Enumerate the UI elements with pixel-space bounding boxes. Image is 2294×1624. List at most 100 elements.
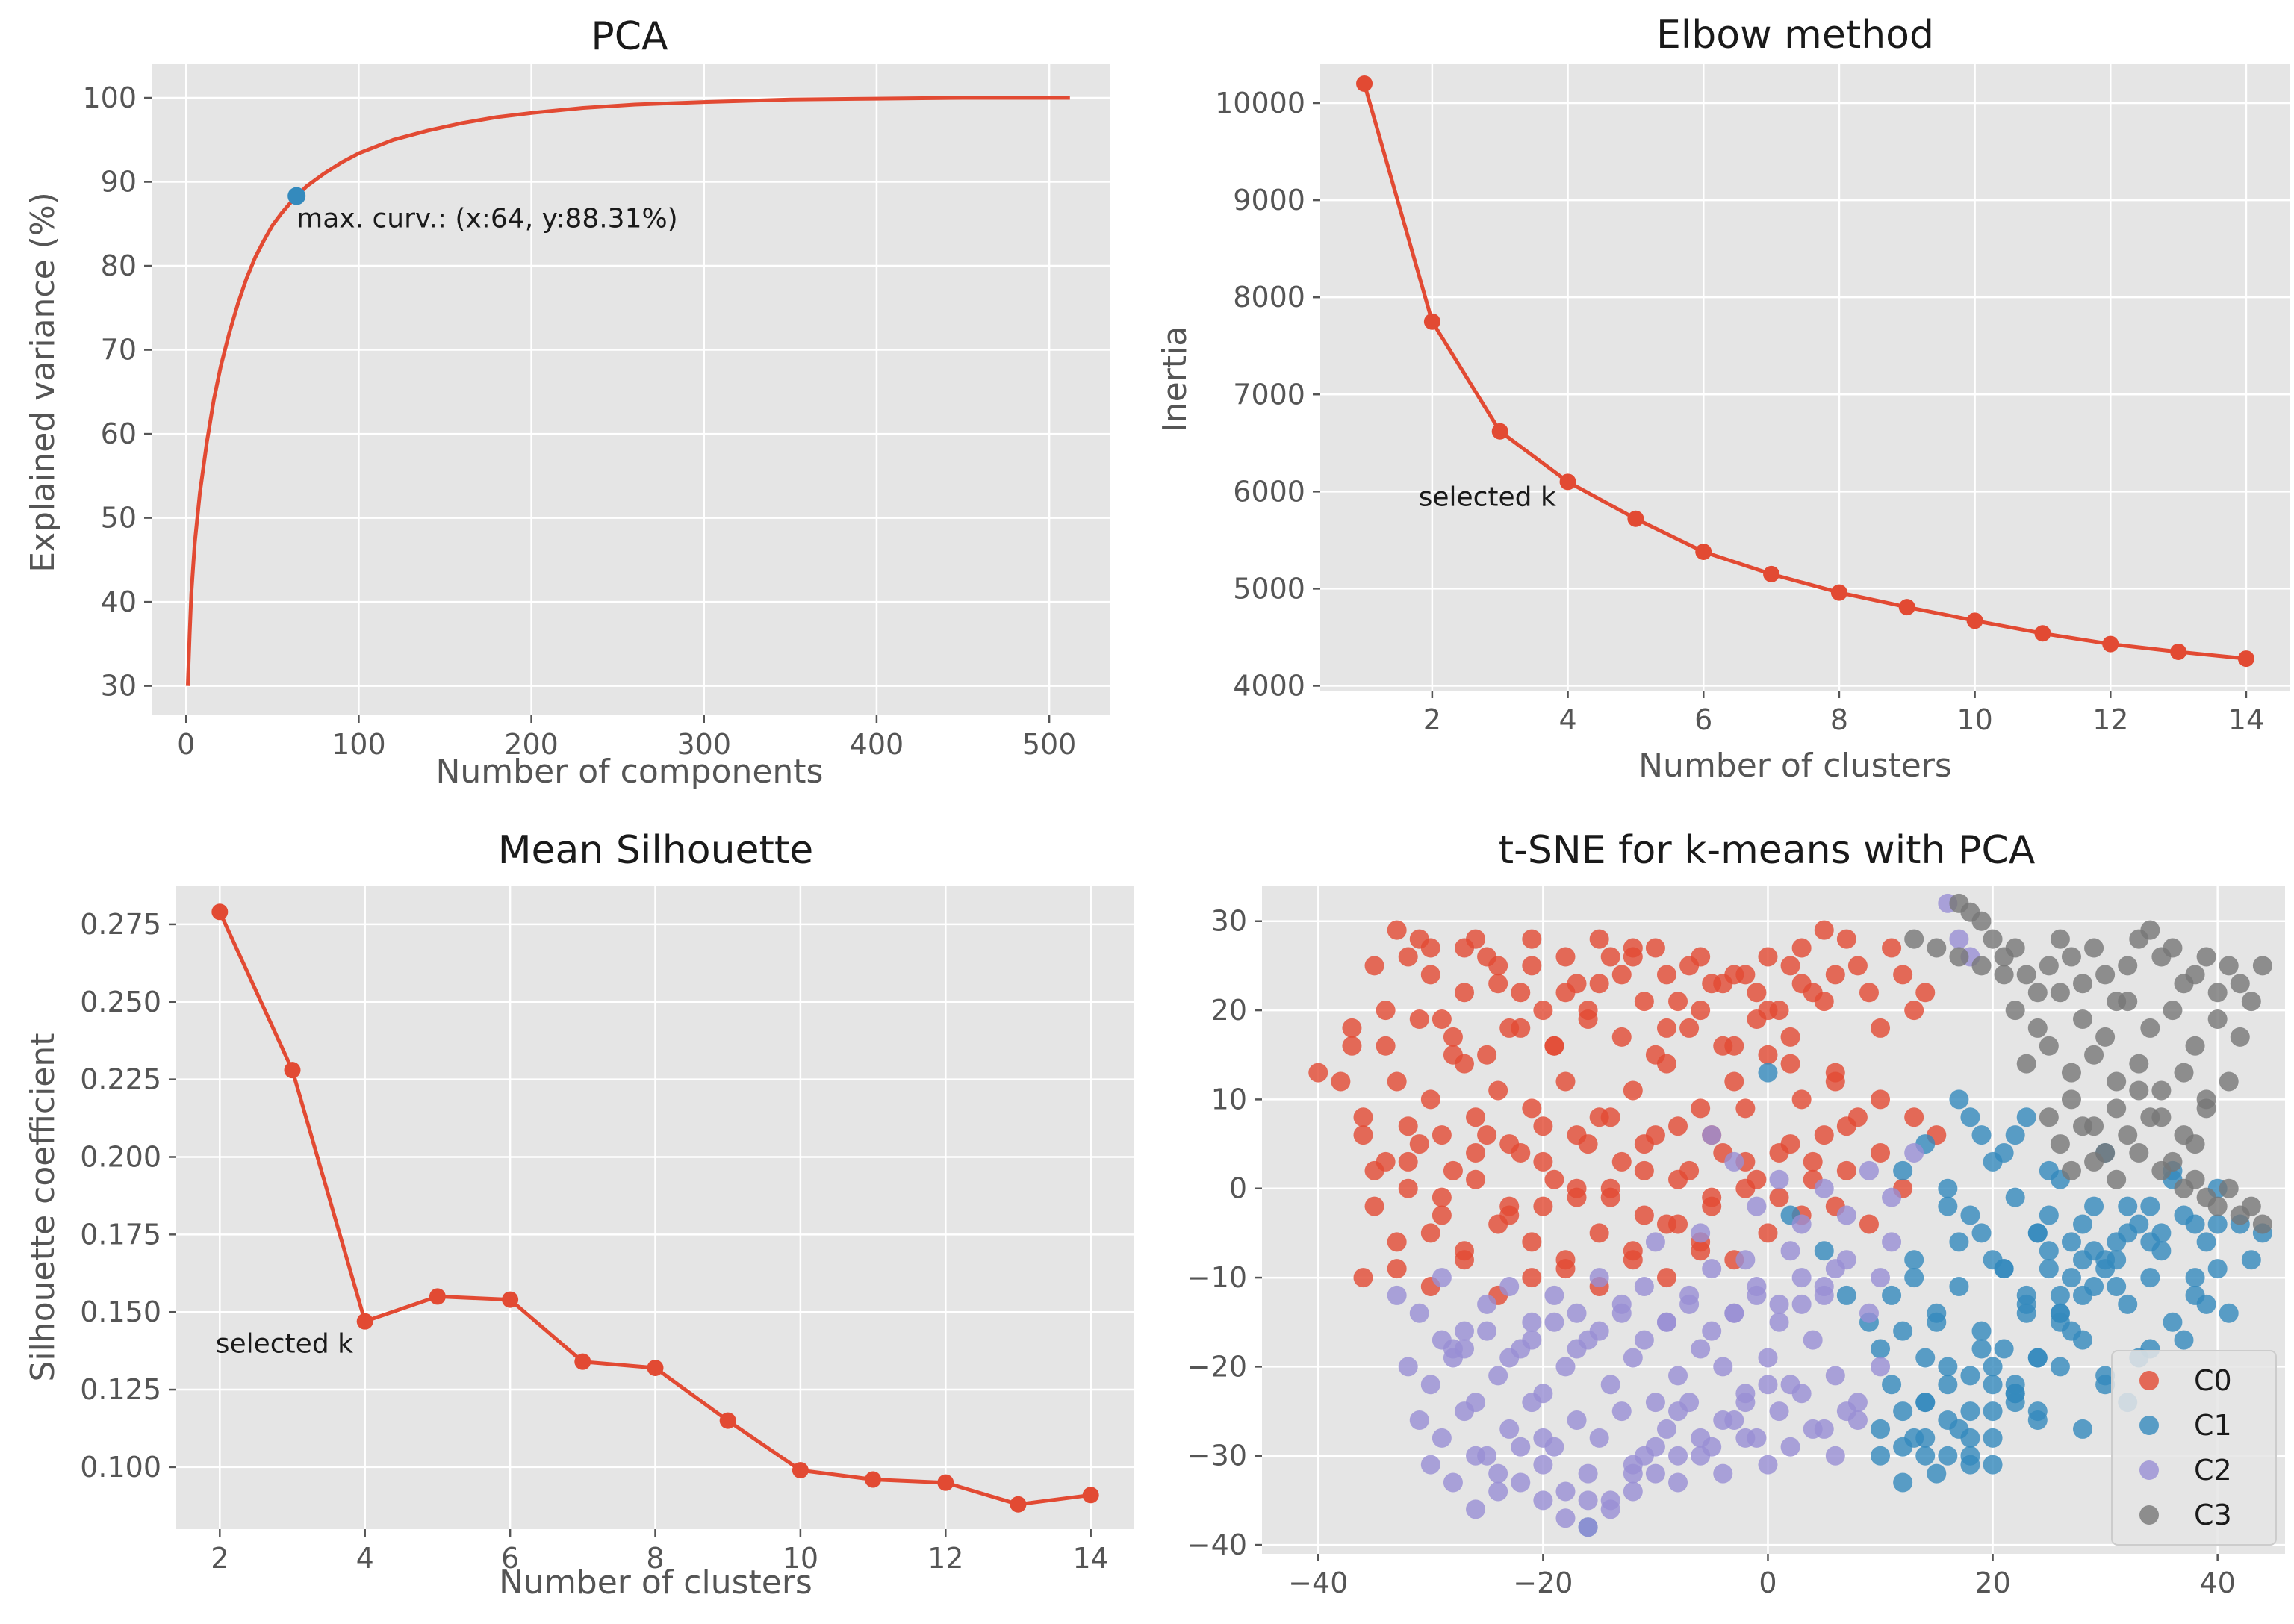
scatter-point	[2196, 1232, 2216, 1252]
scatter-point	[2185, 965, 2205, 985]
scatter-point	[1893, 1160, 1913, 1180]
scatter-point	[2084, 1045, 2104, 1065]
scatter-point	[1814, 1125, 1834, 1145]
scatter-point	[2016, 1054, 2036, 1074]
scatter-point	[1915, 1446, 1936, 1466]
scatter-point	[1713, 1357, 1733, 1377]
scatter-point	[1949, 1089, 1969, 1110]
scatter-point	[1645, 1232, 1665, 1252]
scatter-point	[2073, 1285, 2093, 1305]
scatter-point	[1836, 1285, 1856, 1305]
scatter-point	[1432, 1009, 1452, 1029]
scatter-point	[1971, 1125, 1992, 1145]
scatter-point	[1499, 1196, 1520, 1216]
annotation: selected k	[216, 1329, 353, 1360]
highlight-point	[287, 187, 306, 205]
scatter-point	[1971, 1223, 1992, 1243]
scatter-point	[1533, 1428, 1553, 1448]
data-point	[502, 1291, 519, 1308]
panel-silhouette: Mean Silhouette Number of clusters Silho…	[24, 828, 813, 1602]
scatter-point	[1691, 1428, 1711, 1448]
scatter-point	[2107, 1071, 2127, 1092]
scatter-point	[1904, 1143, 1924, 1163]
scatter-point	[2005, 1125, 2025, 1145]
scatter-point	[1893, 1401, 1913, 1422]
scatter-point	[1949, 1277, 1969, 1296]
scatter-point	[1691, 1241, 1711, 1261]
scatter-point	[1904, 1107, 1924, 1127]
scatter-point	[2039, 1036, 2059, 1056]
scatter-point	[1691, 947, 1711, 967]
x-tick-label: 8	[646, 1542, 664, 1575]
scatter-point	[1611, 1027, 1632, 1047]
y-tick-label: 10	[1211, 1083, 1247, 1116]
scatter-point	[1983, 1401, 2003, 1422]
scatter-point	[1814, 992, 1834, 1012]
scatter-point	[1859, 1214, 1879, 1234]
scatter-point	[1871, 1446, 1891, 1466]
x-tick-label: 12	[927, 1542, 963, 1575]
scatter-point	[2027, 1223, 2048, 1243]
data-point	[2102, 635, 2119, 653]
scatter-point	[1691, 1098, 1711, 1119]
scatter-point	[2174, 1330, 2194, 1350]
scatter-point	[2219, 1303, 2239, 1323]
x-tick-label: 8	[1830, 703, 1848, 736]
scatter-point	[2073, 1116, 2093, 1136]
scatter-point	[1825, 1366, 1845, 1386]
scatter-point	[1871, 1339, 1891, 1359]
scatter-point	[2061, 1089, 2081, 1110]
scatter-point	[1769, 1143, 1789, 1163]
scatter-point	[1555, 1071, 1576, 1092]
scatter-point	[2241, 1250, 2261, 1270]
y-tick-label: 5000	[1233, 572, 1305, 605]
scatter-point	[2073, 1009, 2093, 1029]
scatter-point	[1882, 1285, 1902, 1305]
scatter-point	[1454, 1321, 1474, 1341]
scatter-point	[2163, 1312, 2183, 1332]
scatter-point	[2016, 965, 2036, 985]
scatter-point	[2107, 1277, 2127, 1296]
scatter-point	[1724, 965, 1744, 985]
scatter-point	[1791, 1384, 1812, 1404]
scatter-point	[1387, 920, 1407, 940]
chart-pca: 0 100 200 300 400 500 30 40 50 60 70 80 90 100 max. cu…	[82, 64, 1110, 761]
y-tick-label: −30	[1187, 1440, 1247, 1472]
scatter-point	[1387, 1071, 1407, 1092]
scatter-point	[1466, 1107, 1486, 1127]
data-point	[937, 1474, 954, 1491]
scatter-point	[2107, 1169, 2127, 1189]
scatter-point	[1871, 1268, 1891, 1288]
scatter-point	[1308, 1063, 1328, 1083]
scatter-point	[2095, 1250, 2116, 1270]
scatter-point	[1477, 1294, 1497, 1314]
scatter-point	[1949, 929, 1969, 949]
scatter-point	[1432, 1125, 1452, 1145]
scatter-point	[1488, 1481, 1508, 1502]
scatter-point	[1364, 1160, 1384, 1180]
scatter-point	[2073, 1419, 2093, 1439]
data-point	[1423, 313, 1440, 330]
scatter-point	[1511, 1437, 1531, 1457]
scatter-point	[1555, 1508, 1576, 1528]
scatter-point	[1533, 1490, 1553, 1511]
y-tick-label: 100	[82, 81, 137, 114]
y-tick-label: 70	[101, 334, 137, 367]
chart-elbow: 2 4 6 8 10 12 14 4000 5000 6000 7000 8000 9000 10000 s…	[1215, 64, 2290, 736]
scatter-point	[1927, 938, 1947, 958]
scatter-point	[2151, 1223, 2172, 1243]
legend-label: C0	[2194, 1364, 2232, 1397]
data-point	[1010, 1496, 1027, 1513]
scatter-point	[1758, 947, 1778, 967]
scatter-point	[1432, 1428, 1452, 1448]
scatter-point	[1488, 956, 1508, 976]
scatter-point	[2039, 1205, 2059, 1225]
scatter-point	[2095, 1375, 2116, 1395]
scatter-point	[1971, 956, 1992, 976]
scatter-point	[2207, 1259, 2228, 1279]
y-tick-label: 0.125	[80, 1373, 161, 1406]
legend-marker	[2139, 1371, 2159, 1390]
scatter-point	[1578, 1490, 1598, 1511]
scatter-point	[1623, 1080, 1643, 1101]
scatter-point	[1544, 1285, 1564, 1305]
